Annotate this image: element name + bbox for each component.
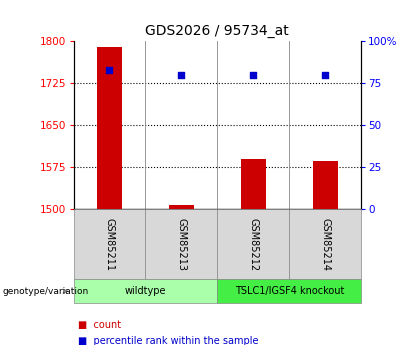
Text: GSM85214: GSM85214 [320,218,330,270]
Point [250,72,257,78]
Text: GSM85211: GSM85211 [105,218,115,270]
Point [106,67,113,72]
Text: ■  percentile rank within the sample: ■ percentile rank within the sample [78,336,258,345]
Text: genotype/variation: genotype/variation [2,287,88,296]
Bar [97,47,122,209]
Bar [241,159,266,209]
Text: TSLC1/IGSF4 knockout: TSLC1/IGSF4 knockout [235,286,344,296]
Title: GDS2026 / 95734_at: GDS2026 / 95734_at [145,23,289,38]
Point [178,72,185,78]
Text: GSM85212: GSM85212 [248,218,258,270]
Bar [312,161,338,209]
Text: wildtype: wildtype [125,286,166,296]
Point [322,72,328,78]
Text: GSM85213: GSM85213 [176,218,186,270]
Bar [169,205,194,209]
Text: ■  count: ■ count [78,321,121,330]
